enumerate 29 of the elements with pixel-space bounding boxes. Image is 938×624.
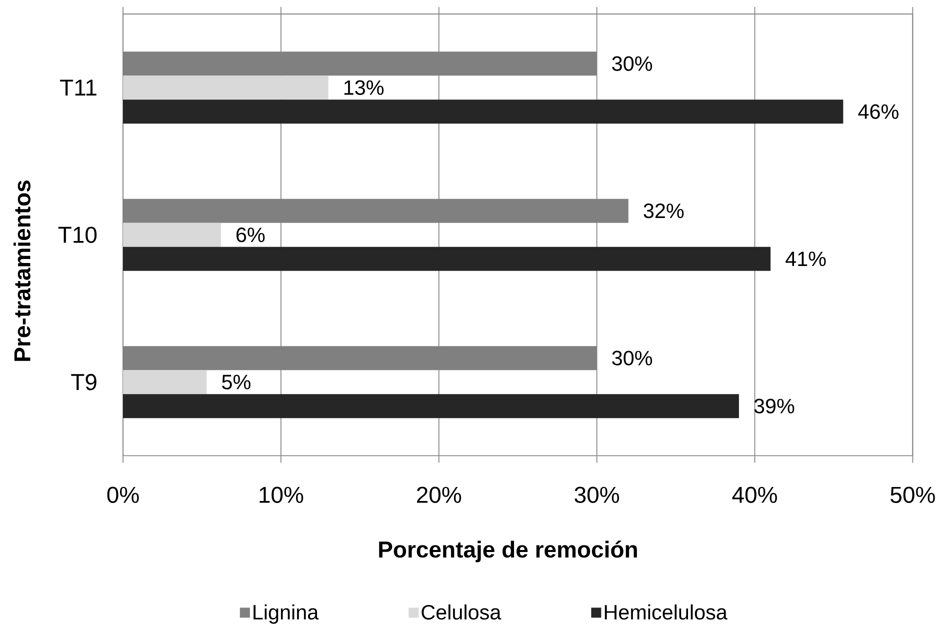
legend-label: Hemicelulosa [604, 604, 728, 620]
x-tick-label: 10% [260, 486, 304, 503]
x-tick-label: 40% [732, 486, 777, 503]
data-label: 46% [858, 104, 898, 119]
legend-label: Lignina [254, 604, 319, 624]
data-label: 5% [222, 374, 250, 390]
data-label: 13% [344, 80, 384, 95]
bar [123, 222, 221, 247]
data-label: 30% [612, 350, 652, 366]
bar [123, 100, 844, 124]
y-tick-label: T10 [58, 226, 97, 243]
data-label: 39% [754, 398, 794, 414]
x-tick-label: 30% [574, 486, 620, 503]
bar [123, 76, 328, 100]
bar [123, 246, 771, 271]
y-tick-label: T9 [71, 374, 96, 390]
bar [123, 370, 207, 394]
data-label: 30% [612, 56, 652, 71]
data-label: 41% [786, 252, 826, 266]
x-tick-label: 0% [107, 486, 139, 503]
data-label: 6% [236, 228, 265, 242]
x-tick-label: 20% [417, 486, 462, 503]
bar [123, 394, 739, 418]
legend-label: Celulosa [422, 604, 502, 620]
x-tick-label: 50% [890, 486, 935, 503]
y-tick-label: T11 [60, 80, 96, 96]
data-label: 32% [644, 204, 684, 218]
y-axis-title: Pre-tratamientos [14, 180, 30, 361]
x-axis-title: Porcentaje de remoción [379, 540, 637, 562]
